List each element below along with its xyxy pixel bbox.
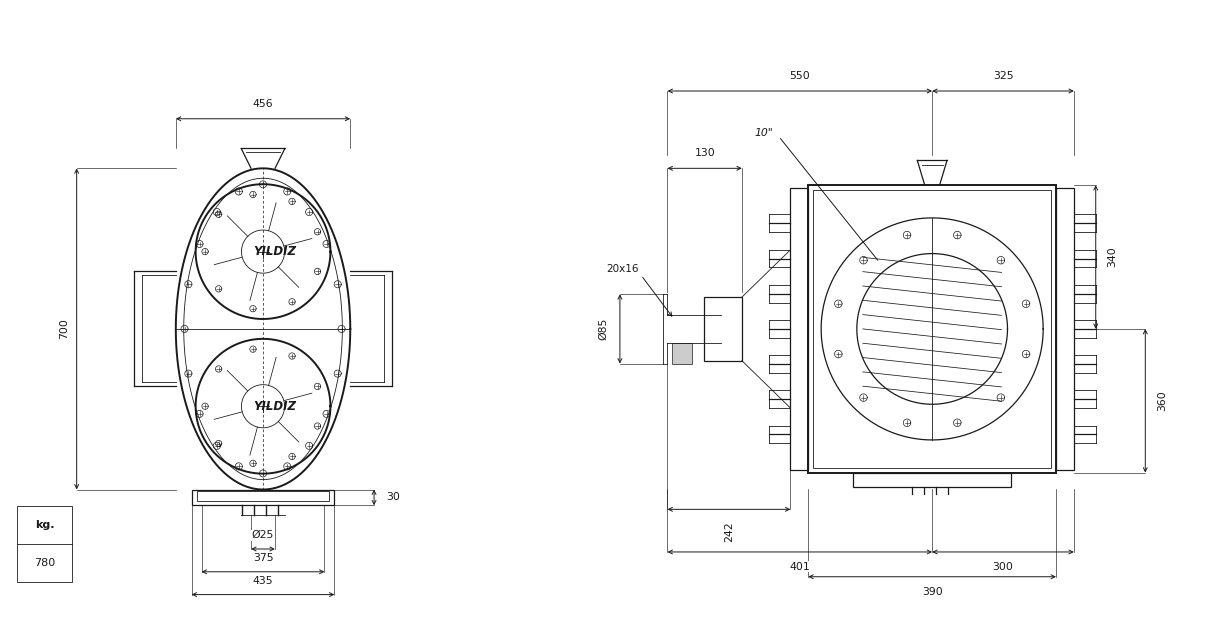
Bar: [196, 491, 329, 502]
Bar: [790, 188, 809, 470]
Text: 401: 401: [789, 562, 810, 572]
Text: Ø85: Ø85: [598, 318, 608, 340]
Text: kg.: kg.: [34, 520, 55, 530]
Bar: [672, 343, 692, 364]
Text: Ø25: Ø25: [252, 530, 274, 540]
Text: 456: 456: [252, 99, 273, 109]
Text: 550: 550: [789, 71, 810, 81]
Text: 390: 390: [922, 587, 943, 597]
Text: 130: 130: [694, 148, 715, 158]
Text: YILDIZ: YILDIZ: [253, 245, 296, 258]
Text: 700: 700: [58, 318, 68, 339]
Text: 242: 242: [723, 521, 734, 542]
Text: 30: 30: [386, 493, 400, 502]
Text: YILDIZ: YILDIZ: [253, 400, 296, 413]
Text: 300: 300: [993, 562, 1013, 572]
Bar: [17, 506, 72, 581]
Bar: [1056, 188, 1074, 470]
Bar: [809, 185, 1056, 473]
Text: 435: 435: [252, 576, 273, 586]
Text: 360: 360: [1157, 390, 1167, 411]
Bar: [853, 473, 1011, 486]
Text: 340: 340: [1107, 247, 1118, 268]
Bar: [191, 489, 335, 505]
Text: 780: 780: [34, 558, 55, 568]
Bar: [814, 190, 1051, 468]
Text: 325: 325: [993, 71, 1013, 81]
Text: 20x16: 20x16: [607, 265, 639, 274]
Text: 375: 375: [252, 553, 273, 563]
Text: 10": 10": [754, 128, 773, 137]
Bar: [704, 297, 742, 360]
